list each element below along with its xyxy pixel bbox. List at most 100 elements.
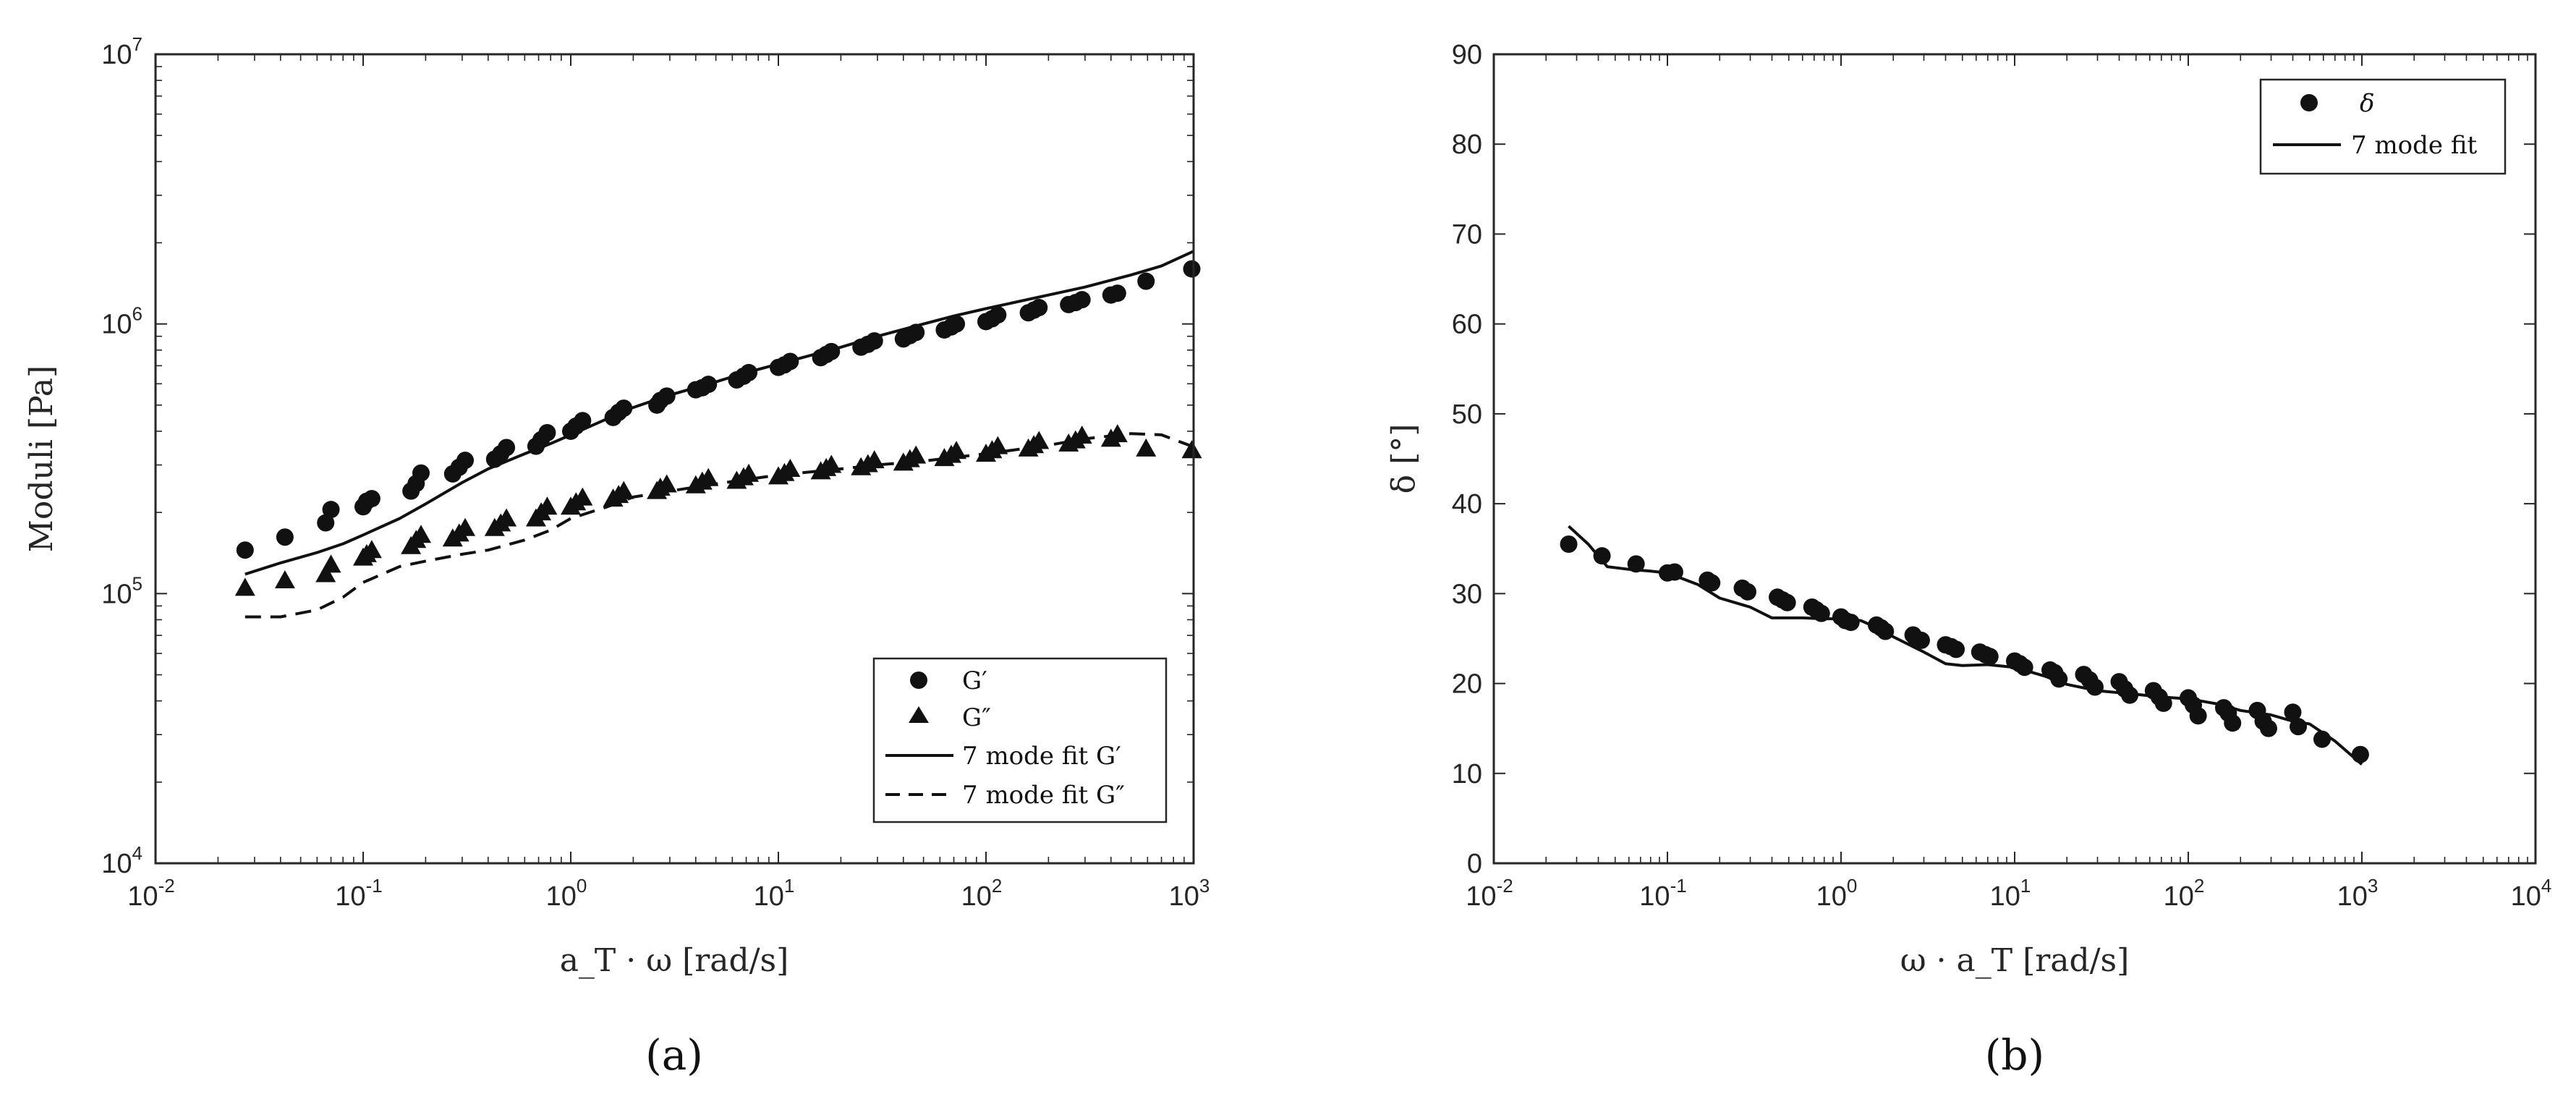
y-tick-label: 106	[101, 303, 143, 340]
data-point-delta	[1593, 547, 1611, 565]
chart-panel-b: 10-2 10-1 100 101 102 103 104 0 10 20 30 40 50 60 70 80…	[1385, 40, 2551, 1080]
data-point-delta	[2290, 718, 2308, 736]
data-point-delta	[1627, 555, 1645, 573]
x-tick-label: 101	[754, 875, 795, 912]
y-tick-label: 107	[101, 33, 143, 70]
legend-marker-g-double-prime	[909, 706, 929, 723]
data-point-g-prime	[1108, 284, 1126, 302]
data-point-delta	[2189, 707, 2207, 725]
data-point-delta	[2351, 745, 2369, 763]
legend-marker-delta	[2300, 94, 2318, 111]
data-point-g-prime	[498, 439, 516, 457]
data-point-delta	[1560, 535, 1578, 554]
data-point-g-double-prime	[361, 540, 382, 559]
data-point-g-prime	[865, 332, 883, 350]
data-point-g-prime	[317, 514, 335, 532]
data-point-delta	[1947, 640, 1965, 658]
y-tick-label: 90	[1452, 40, 1482, 70]
data-point-g-double-prime	[455, 517, 476, 536]
data-point-g-double-prime	[739, 463, 760, 482]
x-tick-label: 101	[1990, 875, 2031, 912]
y-tick-label: 40	[1452, 489, 1482, 520]
series-line-7-mode-fit	[1568, 525, 2363, 766]
data-point-delta	[2154, 694, 2172, 712]
y-tick-label: 30	[1452, 579, 1482, 609]
plot-frame-a	[154, 53, 1195, 865]
legend-label-fit-g-prime: 7 mode fit G′	[962, 742, 1121, 771]
data-point-g-double-prime	[320, 554, 341, 573]
data-point-delta	[1738, 583, 1756, 601]
series-line-7-mode-fit-g-prime	[245, 250, 1194, 576]
data-point-g-double-prime	[698, 467, 719, 486]
x-tick-label: 100	[1816, 875, 1858, 912]
data-point-g-prime	[907, 323, 925, 342]
x-tick-label: 10-2	[1466, 875, 1513, 912]
legend-label-g-double-prime: G″	[962, 703, 991, 732]
data-point-g-prime	[574, 412, 592, 430]
plot-frame-b	[1492, 53, 2537, 865]
data-point-g-double-prime	[1107, 424, 1128, 443]
data-point-g-double-prime	[987, 436, 1008, 454]
data-point-delta	[1981, 648, 1999, 666]
y-tick-label: 0	[1467, 849, 1482, 879]
data-point-delta	[1703, 574, 1721, 592]
x-tick-label: 102	[961, 875, 1003, 912]
axis-ticks-a: 10-2 10-1 100 101 102 103 104 105 106 107	[101, 33, 1210, 912]
y-axis-label-b: δ [°]	[1385, 424, 1422, 494]
data-point-g-prime	[948, 315, 966, 333]
data-point-g-prime	[538, 424, 556, 442]
legend-label-fit-delta: 7 mode fit	[2351, 131, 2478, 160]
y-tick-label: 104	[101, 842, 143, 879]
data-point-delta	[1665, 563, 1683, 581]
data-point-g-double-prime	[613, 480, 634, 499]
legend-a: G′ G″ 7 mode fit G′ 7 mode fit G″	[872, 657, 1168, 823]
axis-ticks-b: 10-2 10-1 100 101 102 103 104 0 10 20 30 40 50 60 70 80…	[1452, 40, 2552, 912]
y-tick-label: 10	[1452, 759, 1482, 789]
data-point-g-double-prime	[780, 459, 801, 478]
series-line-7-mode-fit-g-double-prime	[245, 432, 1194, 619]
data-point-g-prime	[615, 399, 633, 418]
plot-marks-b	[1560, 525, 2369, 766]
data-point-g-double-prime	[906, 445, 927, 464]
data-point-g-prime	[322, 501, 340, 519]
data-point-delta	[2259, 719, 2277, 737]
data-point-g-prime	[781, 352, 799, 370]
data-point-g-double-prime	[496, 508, 517, 527]
data-point-g-double-prime	[656, 474, 677, 493]
legend-label-fit-g-double-prime: 7 mode fit G″	[962, 781, 1125, 810]
data-point-g-prime	[1137, 272, 1155, 290]
data-point-g-double-prime	[234, 577, 255, 596]
data-point-g-prime	[276, 528, 294, 546]
legend-label-g-prime: G′	[962, 666, 987, 695]
legend-box-b	[2259, 78, 2507, 175]
data-point-delta	[2086, 678, 2104, 696]
y-axis-label-a: Moduli [Pa]	[23, 365, 60, 552]
chart-panel-a: 10-2 10-1 100 101 102 103 104 105 106 107 a_T · ω…	[23, 33, 1210, 1080]
data-point-g-prime	[989, 306, 1007, 324]
y-tick-label: 50	[1452, 399, 1482, 430]
data-point-delta	[2224, 714, 2242, 732]
x-tick-label: 103	[2337, 875, 2379, 912]
data-point-g-prime	[412, 464, 430, 482]
y-tick-label: 60	[1452, 310, 1482, 340]
legend-label-delta: δ	[2360, 89, 2374, 118]
data-point-delta	[2313, 730, 2331, 748]
data-point-delta	[1778, 593, 1796, 611]
data-point-g-double-prime	[411, 525, 432, 543]
panel-label-a: (a)	[645, 1030, 703, 1080]
panel-label-b: (b)	[1985, 1030, 2044, 1080]
data-point-g-double-prime	[1029, 431, 1050, 449]
data-point-delta	[1876, 622, 1895, 640]
data-point-delta	[1842, 614, 1860, 632]
x-tick-label: 10-2	[127, 875, 174, 912]
data-point-delta	[1912, 631, 1930, 649]
data-point-g-double-prime	[572, 487, 593, 506]
data-point-g-double-prime	[1181, 440, 1202, 459]
data-point-g-prime	[456, 452, 475, 470]
data-point-delta	[2015, 658, 2033, 677]
data-point-g-double-prime	[1071, 425, 1092, 444]
data-point-g-prime	[658, 387, 676, 405]
data-point-g-double-prime	[315, 564, 336, 583]
data-point-g-prime	[822, 342, 841, 360]
